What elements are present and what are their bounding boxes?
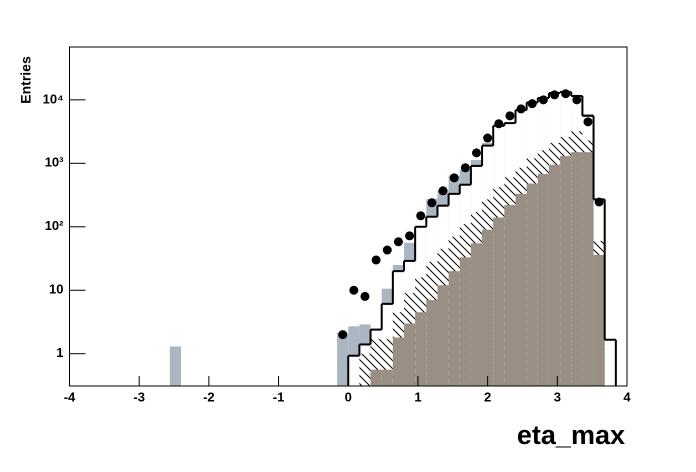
bar — [381, 339, 393, 386]
bar — [381, 369, 393, 386]
x-tick-label: -2 — [203, 389, 215, 404]
bar — [404, 323, 416, 386]
data-point — [360, 291, 370, 301]
bar — [560, 156, 572, 386]
bar — [482, 229, 494, 386]
bar — [526, 183, 538, 386]
total-bin — [604, 339, 616, 386]
x-tick-label: 4 — [623, 389, 631, 404]
data-point — [405, 231, 415, 241]
data-point — [516, 104, 526, 114]
data-point — [494, 119, 504, 129]
data-point — [427, 198, 437, 208]
x-tick-label: 0 — [345, 389, 352, 404]
data-point — [416, 211, 426, 221]
bar — [359, 353, 371, 386]
data-point — [371, 255, 381, 265]
x-tick-label: 2 — [484, 389, 491, 404]
bar — [459, 257, 471, 386]
data-point — [460, 163, 470, 173]
bar — [392, 337, 404, 386]
x-axis-label: eta_max — [517, 420, 625, 450]
y-axis-label: Entries — [18, 56, 34, 104]
bar — [548, 164, 561, 386]
data-point — [393, 237, 403, 247]
data-point — [561, 89, 571, 99]
data-point — [471, 148, 481, 158]
data-point — [505, 111, 515, 121]
data-point — [583, 117, 593, 127]
bar — [593, 254, 605, 386]
data-point — [438, 186, 448, 196]
data-point — [338, 330, 348, 340]
data-point — [527, 99, 537, 109]
x-tick-label: -1 — [273, 389, 285, 404]
bar — [448, 271, 460, 386]
x-tick-label: -4 — [64, 389, 76, 404]
bar — [515, 193, 527, 386]
bar — [169, 346, 181, 386]
x-tick-label: 3 — [554, 389, 561, 404]
data-point — [572, 95, 582, 105]
bar — [582, 152, 594, 386]
bar — [337, 333, 349, 386]
y-tick-label: 10 — [49, 282, 63, 297]
bar — [493, 217, 505, 386]
bar — [370, 369, 382, 386]
data-point — [449, 173, 459, 183]
bar — [370, 339, 382, 386]
data-point — [483, 133, 493, 143]
bar — [470, 243, 483, 386]
bar — [426, 300, 438, 386]
total-bin — [348, 355, 360, 386]
data-point — [349, 285, 359, 295]
data-point — [538, 95, 548, 105]
data-point — [594, 197, 604, 207]
x-tick-label: 1 — [414, 389, 421, 404]
bar — [504, 205, 516, 386]
data-point — [382, 245, 392, 255]
y-tick-label: 1 — [56, 345, 63, 360]
y-tick-label: 10³ — [45, 155, 64, 170]
y-tick-label: 10⁴ — [43, 91, 64, 106]
bar — [437, 285, 449, 386]
bar — [571, 152, 583, 386]
x-tick-label: -3 — [133, 389, 145, 404]
bar — [537, 173, 549, 386]
data-point — [550, 90, 560, 100]
y-tick-label: 10² — [45, 218, 64, 233]
bar — [415, 312, 427, 386]
